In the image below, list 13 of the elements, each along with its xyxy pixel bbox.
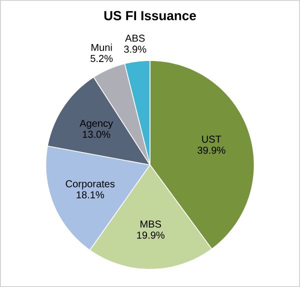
data-label: 19.9% xyxy=(137,232,164,239)
data-label: 18.1% xyxy=(76,191,104,198)
data-label: 5.2% xyxy=(90,54,113,62)
chart-title: US FI Issuance xyxy=(104,11,196,20)
slice-label: MBS xyxy=(140,220,162,228)
data-label: 13.0% xyxy=(82,130,110,138)
slice-label: UST xyxy=(202,136,222,143)
data-label: 39.9% xyxy=(198,146,226,154)
slice-label: Corporates xyxy=(66,180,115,190)
slice-label: ABS xyxy=(125,34,145,42)
slice-label: Agency xyxy=(80,120,114,129)
data-label: 3.9% xyxy=(124,46,146,53)
slice-label: Muni xyxy=(92,44,112,51)
